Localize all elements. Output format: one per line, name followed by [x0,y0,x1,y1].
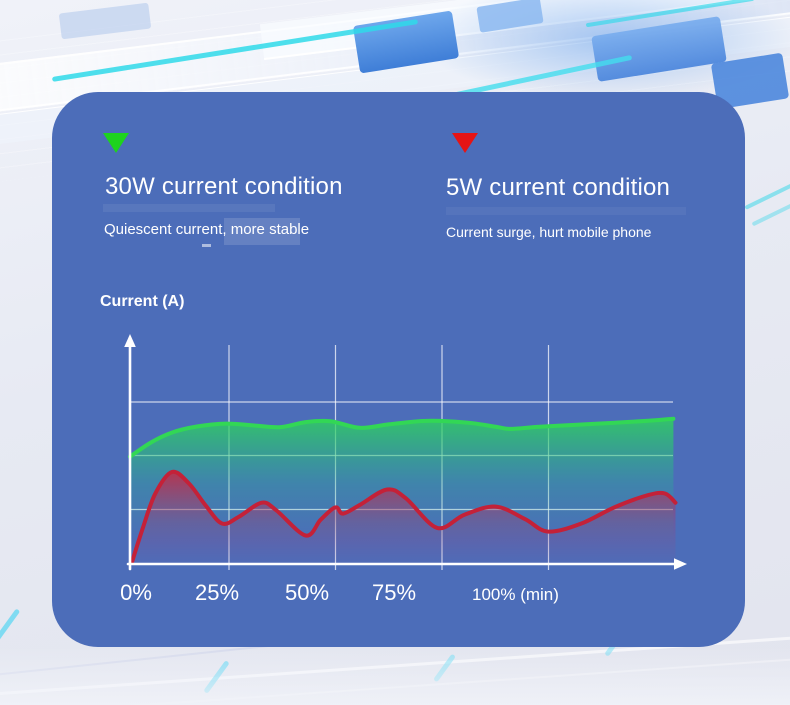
axes [126,344,678,571]
comparison-card: 30W current condition 5W current conditi… [52,92,745,647]
x-tick-100-unit: 100% (min) [472,585,559,604]
x-axis-arrow [674,558,687,570]
legend-subtitle-30w: Quiescent current, more stable [104,221,310,238]
legend-title-5w: 5W current condition [446,174,671,201]
green-triangle-icon [103,133,129,153]
series-30w-line [128,416,676,459]
x-tick-0: 0% [120,580,152,605]
x-tick-25: 25% [194,580,240,605]
y-axis-label: Current (A) [100,293,185,310]
x-tick-50: 50% [284,580,330,605]
y-axis-arrow [124,334,136,347]
legend-title-30w: 30W current condition [105,173,343,200]
red-triangle-icon [452,133,478,153]
current-chart [124,334,687,571]
x-tick-75: 75% [371,580,417,605]
series-5w-area [132,471,676,564]
legend-subtitle-5w: Current surge, hurt mobile phone [446,224,652,240]
bg-bottom-wash [0,647,790,705]
cyan-trace-decoration [751,201,790,227]
cyan-trace-decoration [744,178,790,210]
highlight-patch [224,218,300,245]
artifact-dash [202,244,211,247]
series-5w-line [130,469,678,564]
cyan-streak-decoration [0,608,21,644]
watermark-band [446,207,686,215]
watermark-band [103,204,275,212]
